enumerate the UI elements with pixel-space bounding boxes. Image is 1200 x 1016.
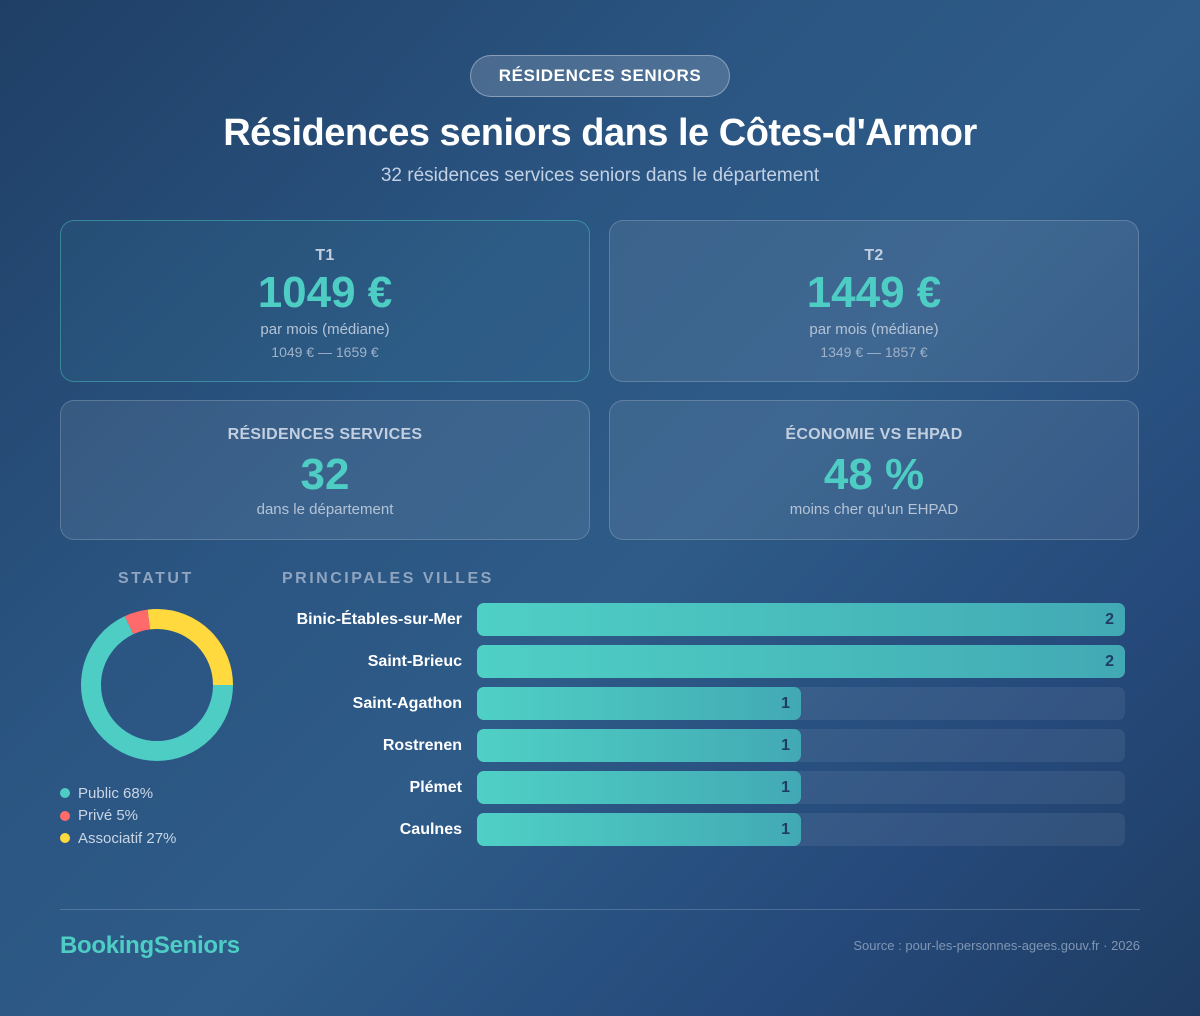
source-note: Source : pour-les-personnes-agees.gouv.f… <box>853 938 1140 953</box>
legend-item-public: Public 68% <box>60 782 176 805</box>
villes-title: PRINCIPALES VILLES <box>282 570 494 587</box>
statut-title: STATUT <box>118 570 194 587</box>
bar-fill: 1 <box>477 771 801 804</box>
bar-row: Plémet 1 <box>280 771 1140 804</box>
bar-row: Caulnes 1 <box>280 813 1140 846</box>
legend-item-associatif: Associatif 27% <box>60 827 176 850</box>
bar-track: 1 <box>477 813 1125 846</box>
card-value: 1449 € <box>806 268 942 317</box>
villes-bar-chart: Binic-Étables-sur-Mer 2 Saint-Brieuc 2 S… <box>280 603 1140 855</box>
card-label: RÉSIDENCES SERVICES <box>227 426 423 443</box>
bar-track: 1 <box>477 729 1125 762</box>
card-value: 32 <box>300 450 350 499</box>
card-sub: par mois (médiane) <box>809 321 939 338</box>
statut-donut-chart <box>81 609 233 761</box>
legend-dot-icon <box>60 788 70 799</box>
category-badge: RÉSIDENCES SENIORS <box>470 55 730 97</box>
card-label: ÉCONOMIE VS EHPAD <box>785 426 963 443</box>
bar-track: 2 <box>477 645 1125 678</box>
price-card-t1: T1 1049 € par mois (médiane) 1049 € — 16… <box>60 220 590 382</box>
bar-label: Caulnes <box>399 820 462 838</box>
statut-legend: Public 68% Privé 5% Associatif 27% <box>60 782 176 850</box>
legend-label: Public 68% <box>78 784 154 802</box>
legend-item-prive: Privé 5% <box>60 805 176 828</box>
bar-value: 1 <box>781 820 790 838</box>
card-value: 48 % <box>823 450 925 499</box>
page-title: Résidences seniors dans le Côtes-d'Armor <box>223 112 977 154</box>
card-label: T2 <box>864 247 884 264</box>
bar-value: 2 <box>1105 610 1114 628</box>
bar-value: 1 <box>781 694 790 712</box>
bar-label: Saint-Agathon <box>352 694 462 712</box>
bar-value: 2 <box>1105 652 1114 670</box>
card-range: 1349 € — 1857 € <box>820 344 928 360</box>
card-sub: moins cher qu'un EHPAD <box>789 501 959 518</box>
bar-row: Rostrenen 1 <box>280 729 1140 762</box>
card-sub: dans le département <box>256 501 394 518</box>
infographic: RÉSIDENCES SENIORS Résidences seniors da… <box>60 0 1140 1016</box>
bar-track: 2 <box>477 603 1125 636</box>
stat-card-economie: ÉCONOMIE VS EHPAD 48 % moins cher qu'un … <box>609 400 1139 540</box>
price-card-t2: T2 1449 € par mois (médiane) 1349 € — 18… <box>609 220 1139 382</box>
bar-value: 1 <box>781 778 790 796</box>
page-subtitle: 32 résidences services seniors dans le d… <box>380 165 820 186</box>
bar-track: 1 <box>477 771 1125 804</box>
bar-label: Rostrenen <box>382 736 462 754</box>
legend-label: Associatif 27% <box>78 829 177 847</box>
bar-fill: 1 <box>477 687 801 720</box>
legend-dot-icon <box>60 810 70 821</box>
bar-fill: 1 <box>477 729 801 762</box>
card-value: 1049 € <box>257 268 393 317</box>
bar-row: Saint-Agathon 1 <box>280 687 1140 720</box>
stat-card-residences: RÉSIDENCES SERVICES 32 dans le départeme… <box>60 400 590 540</box>
bar-row: Binic-Étables-sur-Mer 2 <box>280 603 1140 636</box>
bar-label: Plémet <box>409 778 462 796</box>
card-range: 1049 € — 1659 € <box>271 344 379 360</box>
donut-segment-associatif <box>81 609 233 761</box>
bar-row: Saint-Brieuc 2 <box>280 645 1140 678</box>
card-label: T1 <box>315 247 335 264</box>
legend-label: Privé 5% <box>78 807 139 825</box>
bar-value: 1 <box>781 736 790 754</box>
brand-logo: BookingSeniors <box>60 932 240 959</box>
bar-track: 1 <box>477 687 1125 720</box>
footer-divider <box>60 909 1140 910</box>
bar-fill: 2 <box>477 603 1125 636</box>
bar-label: Saint-Brieuc <box>367 652 462 670</box>
bar-fill: 1 <box>477 813 801 846</box>
legend-dot-icon <box>60 833 70 844</box>
bar-fill: 2 <box>477 645 1125 678</box>
bar-label: Binic-Étables-sur-Mer <box>296 610 462 628</box>
card-sub: par mois (médiane) <box>260 321 390 338</box>
